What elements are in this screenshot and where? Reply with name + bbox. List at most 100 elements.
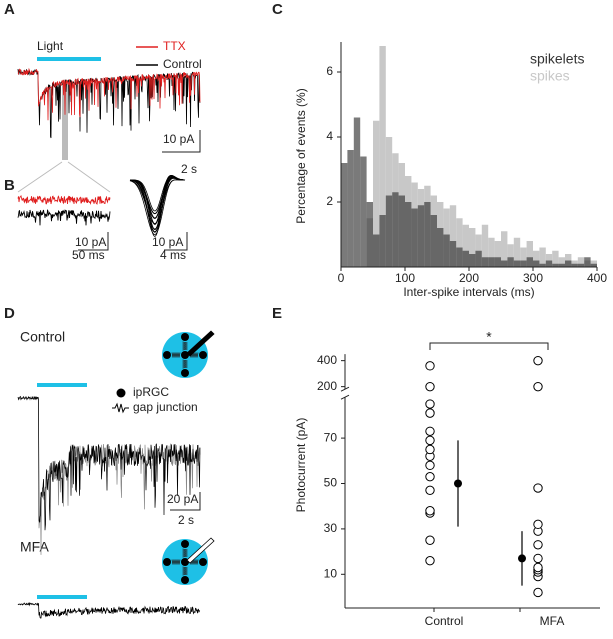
- histogram-bar: [565, 260, 572, 267]
- legend-gap-junction: [112, 402, 129, 414]
- panel-d: Control MFA ipRGC gap junction 20 pA 2 s: [17, 329, 215, 619]
- scale-bar: [162, 130, 201, 153]
- zoom-line: [17, 161, 63, 193]
- histogram-bar: [552, 250, 559, 267]
- light-bar: [37, 595, 87, 599]
- scale-label: 10 pA: [75, 235, 106, 249]
- histogram-bar: [494, 241, 501, 267]
- histogram-bar: [366, 202, 373, 267]
- histogram-bar: [481, 257, 489, 267]
- y-tick-label: 50: [324, 476, 338, 490]
- legend-label: Control: [163, 57, 202, 71]
- light-bar: [37, 57, 101, 61]
- trace: [129, 179, 185, 224]
- trace: [17, 395, 201, 531]
- histogram-bar: [590, 263, 597, 267]
- histogram-bar: [430, 215, 437, 267]
- x-tick-label: 400: [587, 271, 607, 285]
- histogram-bar: [571, 263, 578, 267]
- cell: [163, 351, 171, 359]
- histogram-bar: [507, 244, 514, 267]
- histogram-bar: [539, 247, 546, 267]
- legend-label: spikelets: [530, 51, 584, 67]
- histogram-bar: [449, 241, 457, 267]
- histogram-bar: [533, 250, 540, 267]
- gap-junction: [171, 559, 181, 565]
- histogram-bar: [488, 257, 495, 267]
- data-point: [533, 355, 543, 366]
- scale-label: 10 pA: [163, 132, 194, 146]
- y-tick-label: 30: [324, 521, 338, 535]
- histogram-bar: [507, 257, 514, 267]
- histogram-bar: [469, 254, 476, 267]
- scale-bar: [78, 232, 109, 251]
- histogram-bar: [347, 150, 354, 267]
- plots: 0 100 200 300 400 2 4 6 Inter-spike intervals (m…: [294, 42, 607, 628]
- legend-dot: [116, 388, 126, 398]
- significance-label: *: [486, 329, 492, 345]
- scale-label: 20 pA: [167, 492, 198, 506]
- mean-point: [518, 554, 526, 563]
- scale-label: 2 s: [178, 513, 194, 527]
- scale-bar: [170, 492, 201, 511]
- histogram-bar: [373, 120, 380, 267]
- histogram-bar: [385, 195, 393, 267]
- panel-label: D: [4, 305, 15, 322]
- scale-label: 50 ms: [72, 248, 105, 262]
- data-point: [425, 460, 435, 471]
- data-point: [425, 435, 435, 446]
- y-tick-label: 10: [324, 566, 338, 580]
- panel-label: B: [4, 177, 15, 194]
- histogram-bar: [558, 257, 565, 267]
- cell: [199, 558, 207, 566]
- condition-label: MFA: [20, 539, 49, 555]
- trace: [130, 175, 185, 225]
- histogram-bar: [379, 215, 386, 267]
- y-tick-label: 6: [326, 64, 333, 78]
- histogram-bar: [513, 260, 521, 267]
- condition-label: Control: [20, 329, 65, 345]
- axis-break: [340, 386, 350, 400]
- legend-label: ipRGC: [133, 385, 169, 399]
- histogram-bar: [405, 202, 412, 267]
- significance-bracket: [429, 342, 549, 350]
- data-point: [533, 562, 543, 573]
- legend-label: spikes: [530, 68, 570, 84]
- y-tick-label: 400: [317, 353, 337, 367]
- histogram-bar: [552, 263, 559, 267]
- y-axis-label: Percentage of events (%): [294, 88, 308, 223]
- histogram-bar: [392, 192, 399, 267]
- x-tick-label: Control: [425, 614, 464, 628]
- histogram-bar: [526, 257, 533, 267]
- cell: [199, 351, 207, 359]
- data-point: [425, 381, 435, 392]
- trace: [130, 175, 185, 225]
- histogram-bar: [501, 260, 508, 267]
- histogram-bar: [437, 228, 444, 267]
- trace: [17, 209, 111, 226]
- electrode: [186, 330, 215, 357]
- histogram-bar: [360, 156, 367, 267]
- data-point: [425, 485, 435, 496]
- data-point: [533, 553, 543, 564]
- data-point: [533, 381, 543, 392]
- y-tick-label: 2: [326, 194, 333, 208]
- histogram-bar: [520, 260, 527, 267]
- histogram-bar: [481, 224, 489, 267]
- histogram-bar: [424, 202, 431, 267]
- histogram-bar: [379, 46, 386, 267]
- histogram-bar: [513, 237, 521, 267]
- histogram-bar: [494, 257, 501, 267]
- data-point: [533, 587, 543, 598]
- data-point: [425, 426, 435, 436]
- light-label: Light: [37, 39, 64, 53]
- histogram-bar: [558, 263, 565, 267]
- histogram-bar: [545, 260, 553, 267]
- trace: [17, 67, 201, 121]
- histogram-bar: [341, 163, 348, 267]
- x-tick-label: 0: [338, 271, 345, 285]
- data-point: [425, 535, 435, 545]
- legend-label: TTX: [163, 39, 186, 53]
- histogram-bar: [353, 117, 361, 267]
- legend-label: gap junction: [133, 400, 198, 414]
